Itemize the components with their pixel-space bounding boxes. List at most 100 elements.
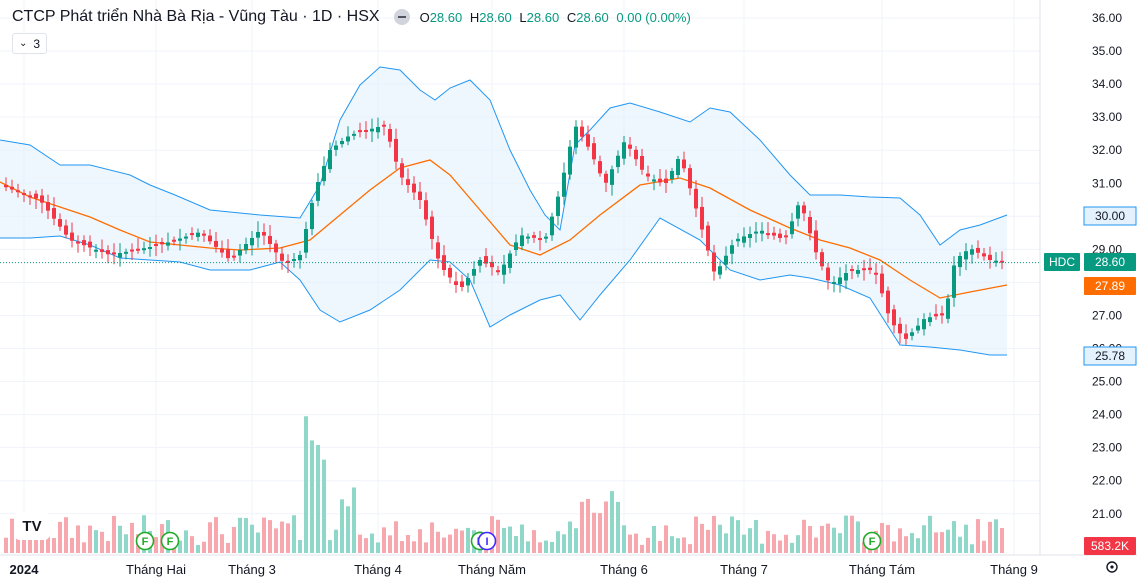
candle-body (388, 129, 392, 142)
candle-body (898, 323, 902, 334)
candle-body (466, 278, 470, 286)
volume-bar (676, 538, 680, 553)
volume-bar (964, 524, 968, 553)
candle-body (352, 133, 356, 136)
candle-body (124, 251, 128, 254)
event-marker[interactable] (862, 531, 882, 551)
settings-gear-icon[interactable] (1106, 561, 1118, 573)
volume-bar (598, 513, 602, 553)
price-label: HDC (1049, 255, 1075, 269)
event-marker[interactable] (160, 531, 180, 551)
volume-bar (790, 542, 794, 553)
time-tick: Tháng Năm (458, 562, 526, 577)
volume-bar (382, 527, 386, 553)
minimize-icon[interactable] (393, 9, 410, 25)
volume-bar (496, 519, 500, 553)
candle-body (286, 260, 290, 263)
volume-bar (448, 534, 452, 553)
candle-body (592, 143, 596, 160)
candle-body (988, 254, 992, 260)
ohlc-values: O28.60 H28.60 L28.60 C28.60 0.00 (0.00%) (420, 10, 695, 25)
candle-body (892, 309, 896, 326)
volume-bar (628, 534, 632, 553)
candle-body (946, 298, 950, 319)
candle-body (448, 267, 452, 278)
event-marker-label: I (485, 536, 488, 548)
volume-bar (256, 532, 260, 553)
volume-bar (22, 537, 26, 553)
volume-bar (508, 526, 512, 553)
volume-bar (772, 534, 776, 553)
time-tick: Tháng 6 (600, 562, 648, 577)
price-label: 25.78 (1095, 349, 1125, 363)
volume-bar (946, 529, 950, 553)
candle-body (34, 193, 38, 199)
volume-bar (976, 519, 980, 553)
time-tick: 2024 (10, 562, 40, 577)
volume-bar (94, 530, 98, 553)
price-tick: 22.00 (1092, 474, 1122, 488)
candle-body (820, 252, 824, 267)
price-label: 28.60 (1095, 255, 1125, 269)
volume-bar (454, 528, 458, 553)
price-tick: 29.00 (1092, 242, 1122, 256)
candle-body (520, 235, 524, 246)
candle-body (880, 273, 884, 294)
time-tick: Tháng 4 (354, 562, 402, 577)
volume-bar (910, 533, 914, 553)
candle-body (826, 267, 830, 281)
volume-bar (358, 534, 362, 553)
volume-bar (268, 520, 272, 553)
volume-bar (586, 498, 590, 553)
event-marker[interactable] (477, 531, 497, 551)
volume-bar (592, 512, 596, 553)
candle-body (316, 182, 320, 201)
volume-bar (70, 537, 74, 553)
candle-body (958, 256, 962, 268)
candle-body (640, 155, 644, 170)
indicators-toggle[interactable]: ⌄ 3 (12, 33, 48, 54)
volume-bar (886, 524, 890, 553)
volume-bar (958, 536, 962, 553)
volume-bar (64, 517, 68, 553)
volume-bar (880, 523, 884, 553)
candle-body (16, 190, 20, 193)
candle-body (772, 232, 776, 236)
candle-body (970, 249, 974, 255)
candle-body (58, 219, 62, 227)
candle-body (70, 232, 74, 241)
price-tick: 35.00 (1092, 44, 1122, 58)
candle-body (82, 240, 86, 246)
candle-body (196, 232, 200, 237)
volume-bar (748, 528, 752, 553)
volume-bar (28, 530, 32, 553)
price-tick: 34.00 (1092, 77, 1122, 91)
candle-body (238, 250, 242, 256)
symbol-title[interactable]: CTCP Phát triển Nhà Bà Rịa - Vũng Tàu · … (12, 8, 380, 25)
volume-bar (316, 445, 320, 553)
event-marker[interactable] (135, 531, 155, 551)
candle-body (1000, 260, 1004, 263)
tradingview-logo[interactable]: TV (14, 512, 50, 540)
candle-body (796, 205, 800, 219)
candle-body (844, 273, 848, 281)
candle-body (688, 168, 692, 189)
volume-bar (10, 518, 14, 553)
candle-body (850, 269, 854, 272)
price-tick: 36.00 (1092, 11, 1122, 25)
candle-body (922, 319, 926, 330)
volume-bar (538, 542, 542, 553)
volume-bar (550, 541, 554, 553)
candle-body (910, 332, 914, 336)
volume-bar (844, 515, 848, 553)
candle-body (190, 233, 194, 236)
volume-bar (922, 525, 926, 553)
open-value: 28.60 (429, 9, 463, 25)
candle-body (184, 236, 188, 239)
candle-body (472, 269, 476, 276)
time-axis[interactable]: 2024 Tháng Hai Tháng 3 Tháng 4 Tháng Năm Thán… (10, 562, 1038, 577)
close-value: 28.60 (576, 9, 609, 25)
event-markers[interactable]: FFFIF (135, 531, 882, 551)
volume-bar (658, 540, 662, 553)
